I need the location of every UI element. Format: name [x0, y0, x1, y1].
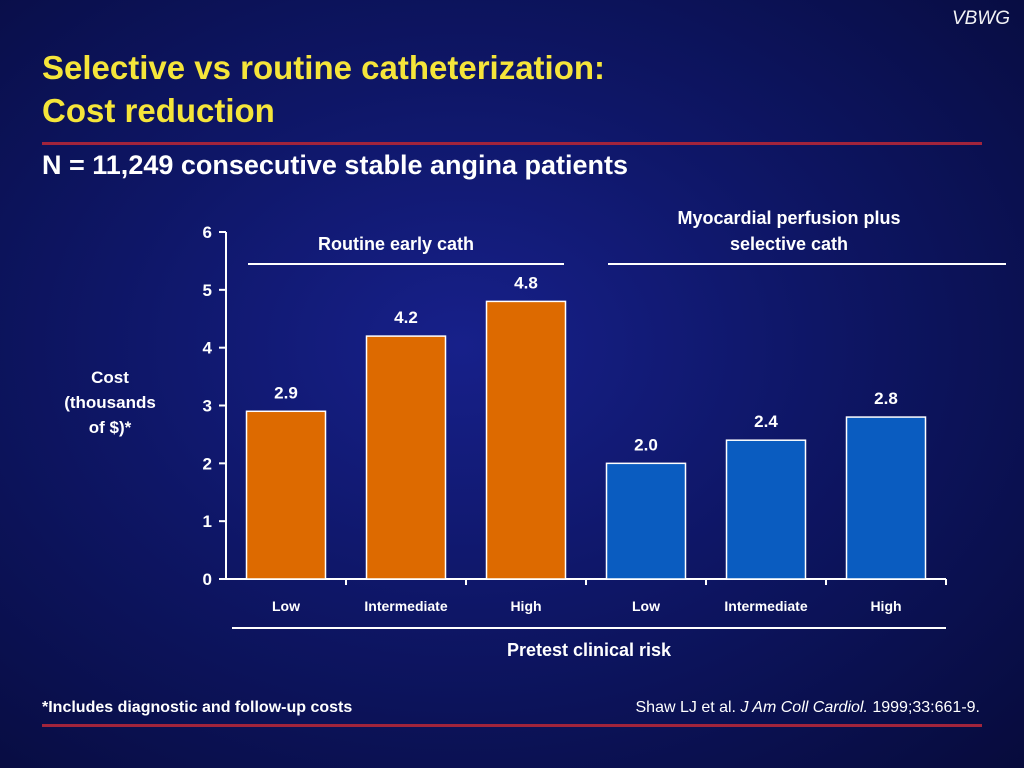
footnote: *Includes diagnostic and follow-up costs — [42, 699, 353, 716]
subtitle: N = 11,249 consecutive stable angina pat… — [42, 150, 628, 180]
y-axis-label: (thousands — [64, 393, 156, 412]
x-axis-label: Pretest clinical risk — [507, 640, 672, 660]
title-divider — [42, 142, 982, 145]
group-header-label: selective cath — [730, 234, 848, 254]
bar-value-label: 2.8 — [874, 389, 898, 408]
footer-divider — [42, 724, 982, 727]
x-tick-label: High — [510, 598, 541, 614]
y-tick-label: 3 — [203, 397, 212, 416]
citation-authors: Shaw LJ et al. — [635, 699, 737, 716]
x-tick-label: Intermediate — [364, 598, 447, 614]
bar — [605, 462, 687, 580]
citation: Shaw LJ et al. J Am Coll Cardiol. 1999;3… — [636, 699, 981, 717]
vbwg-watermark: VBWG — [951, 8, 1010, 29]
y-axis-label: of $)* — [89, 418, 132, 437]
y-tick-label: 0 — [203, 570, 212, 589]
y-tick-label: 2 — [203, 454, 212, 473]
title-line-2: Cost reduction — [42, 92, 275, 129]
y-tick-label: 4 — [203, 339, 213, 358]
bar-value-label: 2.4 — [754, 412, 778, 431]
bar-value-label: 4.8 — [514, 273, 538, 292]
y-tick-label: 5 — [203, 281, 212, 300]
bar-value-label: 2.9 — [274, 383, 298, 402]
bar — [365, 335, 447, 580]
group-header-label: Myocardial perfusion plus — [677, 208, 900, 228]
bar — [725, 439, 807, 580]
group-header-label: Routine early cath — [318, 234, 474, 254]
y-axis-label: Cost — [91, 368, 129, 387]
bar — [845, 416, 927, 580]
bar-value-label: 4.2 — [394, 308, 418, 327]
slide-title: Selective vs routine catheterization: Co… — [42, 46, 605, 132]
title-line-1: Selective vs routine catheterization: — [42, 49, 606, 86]
citation-details: 1999;33:661-9. — [872, 699, 980, 716]
x-tick-label: Intermediate — [724, 598, 807, 614]
y-tick-label: 1 — [203, 512, 212, 531]
y-tick-label: 6 — [203, 223, 212, 242]
bar — [245, 410, 327, 580]
bar-value-label: 2.0 — [634, 435, 658, 454]
x-tick-label: Low — [632, 598, 660, 614]
citation-journal: J Am Coll Cardiol. — [740, 699, 868, 716]
bar — [485, 300, 567, 580]
x-tick-label: High — [870, 598, 901, 614]
x-tick-label: Low — [272, 598, 300, 614]
